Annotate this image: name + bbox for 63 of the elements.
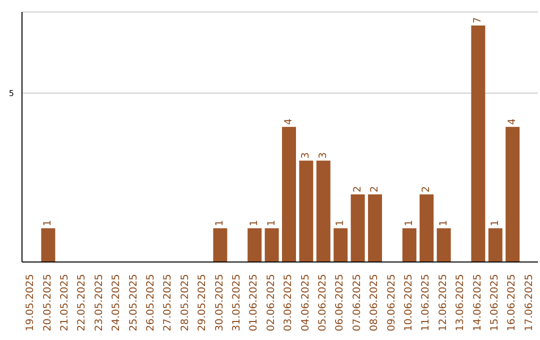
x-tick-label: 11.06.2025	[420, 274, 432, 332]
data-label: 1	[249, 220, 260, 226]
data-label: 7	[472, 17, 484, 24]
x-tick-label: 27.05.2025	[162, 274, 174, 332]
x-tick-label: 09.06.2025	[386, 274, 398, 332]
x-tick-label: 06.06.2025	[334, 274, 346, 332]
bar	[436, 228, 451, 262]
data-label: 4	[507, 118, 518, 125]
x-tick-label: 26.05.2025	[146, 274, 156, 332]
x-tick-label: 23.05.2025	[94, 274, 105, 332]
data-label: 2	[421, 186, 432, 192]
x-tick-label: 20.05.2025	[42, 274, 54, 332]
x-tick-label: 29.05.2025	[197, 274, 208, 332]
bar	[316, 160, 330, 262]
bar	[471, 26, 486, 262]
bar	[41, 228, 56, 262]
x-tick-label: 28.05.2025	[180, 274, 191, 332]
data-label: 2	[370, 186, 380, 192]
data-label: 1	[490, 220, 501, 226]
bar	[299, 160, 314, 262]
data-label: 1	[404, 220, 415, 226]
data-label: 1	[42, 220, 54, 226]
x-tick-label: 07.06.2025	[352, 274, 363, 332]
data-label: 3	[300, 152, 312, 159]
x-tick-label: 05.06.2025	[318, 274, 328, 332]
x-tick-label: 21.05.2025	[60, 274, 70, 332]
bar	[248, 228, 262, 262]
data-label: 1	[335, 220, 346, 226]
data-label: 1	[214, 220, 226, 226]
x-tick-label: 01.06.2025	[248, 274, 260, 332]
bar	[264, 228, 279, 262]
bar	[334, 228, 348, 262]
bar	[368, 194, 382, 262]
x-tick-label: 12.06.2025	[438, 274, 449, 332]
x-tick-label: 24.05.2025	[111, 274, 122, 332]
x-tick-label: 31.05.2025	[232, 274, 242, 332]
bar	[506, 126, 520, 262]
x-tick-label: 15.06.2025	[490, 274, 500, 332]
x-tick-label: 17.06.2025	[524, 274, 535, 332]
x-tick-label: 14.06.2025	[472, 274, 484, 332]
data-label: 3	[318, 152, 329, 159]
bar	[488, 228, 502, 262]
x-tick-label: 22.05.2025	[76, 274, 88, 332]
data-label: 1	[438, 220, 450, 226]
data-label: 2	[352, 186, 364, 192]
x-tick-label: 08.06.2025	[369, 274, 380, 332]
x-tick-label: 10.06.2025	[404, 274, 414, 332]
data-label: 4	[284, 118, 294, 125]
x-tick-label: 13.06.2025	[455, 274, 466, 332]
bar	[350, 194, 365, 262]
x-tick-label: 16.06.2025	[506, 274, 518, 332]
data-label: 1	[266, 220, 278, 226]
bar	[420, 194, 434, 262]
y-tick-label: 5	[8, 88, 14, 98]
x-tick-label: 19.05.2025	[25, 274, 36, 332]
x-tick-label: 30.05.2025	[214, 274, 226, 332]
x-tick-label: 04.06.2025	[300, 274, 312, 332]
bar	[282, 126, 296, 262]
bar	[213, 228, 228, 262]
x-tick-label: 02.06.2025	[266, 274, 277, 332]
bar	[402, 228, 416, 262]
x-tick-label: 25.05.2025	[128, 274, 140, 332]
x-tick-label: 03.06.2025	[283, 274, 294, 332]
